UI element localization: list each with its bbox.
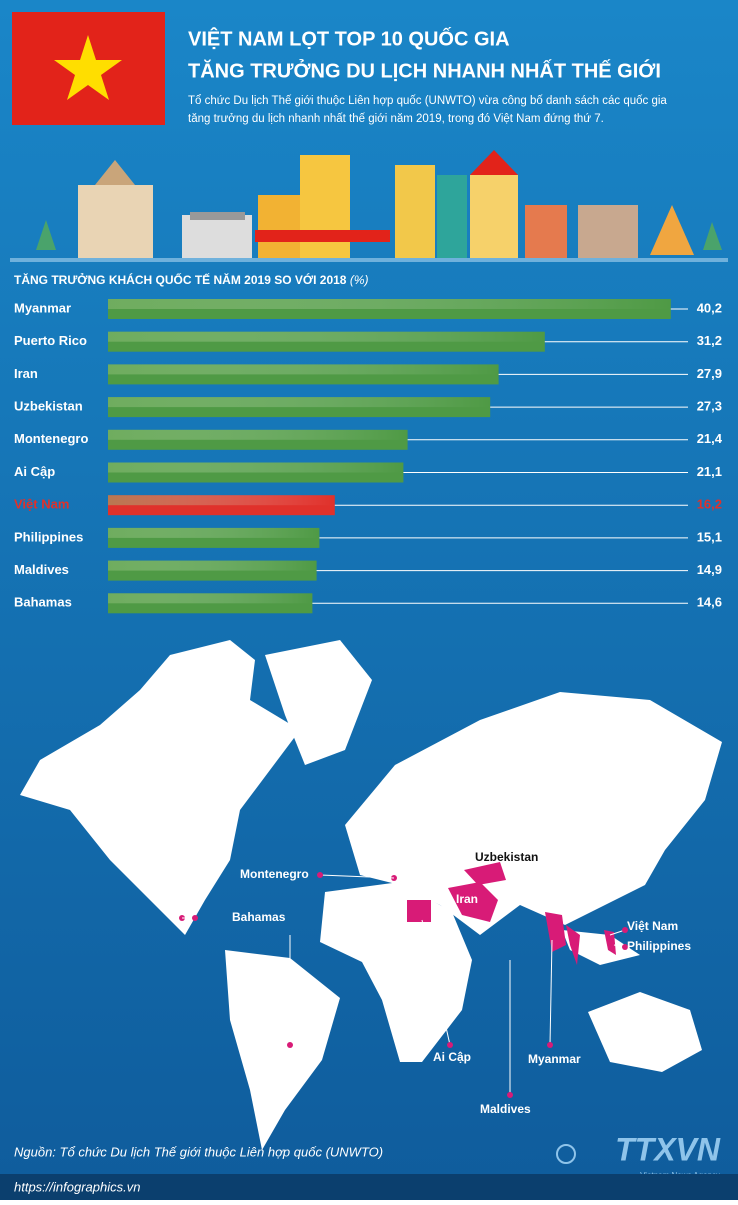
category-label: Montenegro (14, 431, 88, 446)
bar-shine (108, 331, 545, 342)
map-labels: Uzbekistan Iran Montenegro Bahamas Việt Nam P… (182, 850, 691, 1116)
map-label: Ai Cập (433, 1050, 471, 1064)
source: Nguồn: Tổ chức Du lịch Thế giới thuộc Li… (14, 1144, 383, 1159)
map-leader (549, 939, 553, 1046)
flag (12, 12, 165, 125)
map-dot (287, 1042, 293, 1048)
value-label: 21,4 (697, 431, 723, 446)
url[interactable]: https://infographics.vn (14, 1179, 140, 1194)
map-dot (192, 915, 198, 921)
title: VIỆT NAM LỌT TOP 10 QUỐC GIA (188, 26, 510, 50)
map-dot (547, 1042, 553, 1048)
category-label: Iran (14, 366, 38, 381)
value-label: 31,2 (697, 333, 722, 348)
map-dot (622, 944, 628, 950)
world-map (20, 640, 722, 1150)
buildings (10, 150, 728, 262)
map-dot (622, 927, 628, 933)
bar-shine (108, 299, 671, 309)
map-dot (317, 872, 323, 878)
category-label: Puerto Rico (14, 333, 87, 348)
intro: tăng trưởng du lịch nhanh nhất thế giới … (188, 113, 604, 125)
bar-shine (108, 429, 408, 440)
value-label: 15,1 (697, 529, 722, 544)
bar-shine (108, 560, 317, 571)
chart-unit: (%) (350, 273, 369, 287)
footer-band (0, 1174, 738, 1200)
category-label: Myanmar (14, 300, 71, 315)
map-leader (319, 874, 395, 879)
intro: Tổ chức Du lịch Thế giới thuộc Liên hợp … (188, 95, 667, 107)
bar-shine (108, 527, 320, 538)
map-label: Uzbekistan (475, 850, 538, 864)
bar-shine (108, 495, 335, 506)
map-label: Puerto Rico (255, 1050, 322, 1064)
map-label: Việt Nam (627, 919, 678, 933)
map-label: Iran (456, 892, 478, 906)
chart-title: TĂNG TRƯỞNG KHÁCH QUỐC TẾ NĂM 2019 SO VỚ… (14, 272, 369, 287)
value-label: 40,2 (697, 300, 722, 315)
map-dot (447, 1042, 453, 1048)
value-label: 27,9 (697, 366, 722, 381)
map-label: Philippines (627, 939, 691, 953)
category-label: Philippines (14, 529, 83, 544)
bar-chart: Myanmar 40,2 Puerto Rico 31,2 Iran 27,9 Uzbeki… (14, 299, 723, 614)
category-label: Bahamas (14, 595, 72, 610)
category-label: Việt Nam (14, 497, 69, 512)
map-label: Myanmar (528, 1052, 581, 1066)
value-label: 27,3 (697, 399, 722, 414)
map-dot (507, 1092, 513, 1098)
category-label: Maldives (14, 562, 69, 577)
bar-shine (108, 364, 499, 375)
bar-shine (108, 397, 491, 408)
value-label: 21,1 (697, 464, 722, 479)
title: TĂNG TRƯỞNG DU LỊCH NHANH NHẤT THẾ GIỚI (188, 58, 661, 82)
map-label: Maldives (480, 1102, 531, 1116)
bar-shine (108, 593, 313, 604)
chart-title-text: TĂNG TRƯỞNG KHÁCH QUỐC TẾ NĂM 2019 SO VỚ… (14, 272, 347, 287)
value-label: 14,6 (697, 595, 722, 610)
map-leader (421, 919, 451, 1046)
map-label: Montenegro (240, 867, 309, 881)
category-label: Ai Cập (14, 464, 55, 479)
value-label: 14,9 (697, 562, 722, 577)
value-label: 16,2 (697, 497, 722, 512)
map-label: Bahamas (232, 910, 286, 924)
bar-shine (108, 462, 404, 473)
logo-text: TTXVN (615, 1131, 721, 1167)
category-label: Uzbekistan (14, 399, 83, 414)
